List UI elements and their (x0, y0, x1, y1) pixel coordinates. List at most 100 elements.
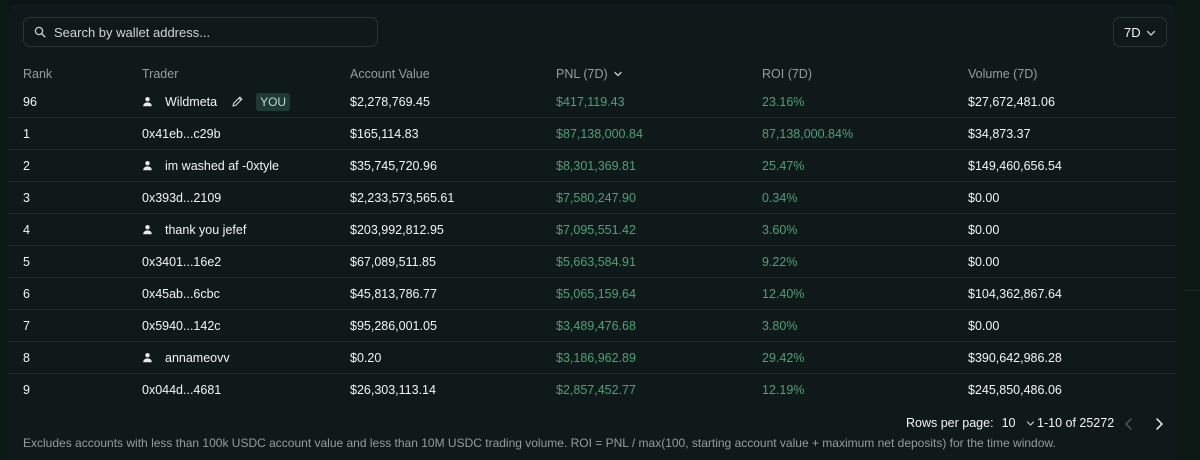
trader-name[interactable]: Wildmeta (165, 94, 218, 109)
column-header-roi[interactable]: ROI (7D) (762, 67, 812, 81)
volume-cell: $390,642,986.28 (968, 350, 1062, 365)
search-box[interactable] (23, 17, 378, 47)
roi-cell: 25.47% (762, 158, 805, 173)
trader-name[interactable]: im washed af -0xtyle (165, 158, 279, 173)
column-header-trader[interactable]: Trader (142, 67, 179, 81)
volume-cell: $104,362,867.64 (968, 286, 1062, 301)
column-header-rank[interactable]: Rank (23, 67, 53, 81)
rows-per-page-select[interactable]: 10 (1001, 416, 1016, 430)
table-row[interactable]: 2 im washed af -0xtyle $35,745,720.96 $8,30… (8, 150, 1176, 182)
table-row[interactable]: 7 0x5940...142c $95,286,001.05 $3,489,476.6… (8, 310, 1176, 342)
account-value-cell: $0.20 (350, 350, 382, 365)
trader-cell: annameovv (142, 342, 230, 373)
table-row[interactable]: 1 0x41eb...c29b $165,114.83 $87,138,000.84 8… (8, 118, 1176, 150)
column-header-pnl[interactable]: PNL (7D) (556, 67, 623, 81)
table-row[interactable]: 9 0x044d...4681 $26,303,113.14 $2,857,452.7… (8, 374, 1176, 406)
volume-cell: $34,873.37 (968, 126, 1031, 141)
rank-cell: 4 (23, 222, 30, 237)
column-header-account-value[interactable]: Account Value (350, 67, 430, 81)
trader-cell: im washed af -0xtyle (142, 150, 279, 181)
user-icon (142, 160, 153, 171)
rank-cell: 8 (23, 350, 30, 365)
pnl-cell: $87,138,000.84 (556, 126, 643, 141)
search-input[interactable] (54, 24, 354, 40)
background-edge (0, 0, 8, 460)
table-row[interactable]: 8 annameovv $0.20 $3,186,962.89 29.42% $390,6… (8, 342, 1176, 374)
trader-cell: 0x41eb...c29b (142, 118, 221, 149)
table-row[interactable]: 3 0x393d...2109 $2,233,573,565.61 $7,580,24… (8, 182, 1176, 214)
pnl-cell: $7,095,551.42 (556, 222, 636, 237)
chevron-down-icon (1146, 30, 1156, 36)
table-header: Rank Trader Account Value PNL (7D) ROI (… (8, 67, 1176, 89)
pnl-cell: $3,489,476.68 (556, 318, 636, 333)
trader-name[interactable]: 0x41eb...c29b (142, 126, 221, 141)
you-badge: YOU (256, 92, 291, 111)
rank-cell: 3 (23, 190, 30, 205)
rank-cell: 2 (23, 158, 30, 173)
volume-cell: $149,460,656.54 (968, 158, 1062, 173)
roi-cell: 3.60% (762, 222, 798, 237)
volume-cell: $0.00 (968, 254, 1000, 269)
pnl-cell: $5,065,159.64 (556, 286, 636, 301)
rank-cell: 9 (23, 382, 30, 397)
trader-cell: Wildmeta YOU (142, 86, 291, 117)
account-value-cell: $67,089,511.85 (350, 254, 436, 269)
rank-cell: 5 (23, 254, 30, 269)
background-edge-right (1176, 0, 1200, 460)
pnl-cell: $2,857,452.77 (556, 382, 636, 397)
roi-cell: 9.22% (762, 254, 798, 269)
trader-cell: thank you jefef (142, 214, 246, 245)
roi-cell: 3.80% (762, 318, 798, 333)
trader-name[interactable]: annameovv (165, 350, 230, 365)
trader-name[interactable]: 0x45ab...6cbc (142, 286, 220, 301)
pnl-cell: $3,186,962.89 (556, 350, 636, 365)
roi-cell: 0.34% (762, 190, 798, 205)
account-value-cell: $45,813,786.77 (350, 286, 437, 301)
pencil-icon[interactable] (231, 95, 244, 108)
volume-cell: $0.00 (968, 222, 1000, 237)
pnl-cell: $8,301,369.81 (556, 158, 636, 173)
roi-cell: 29.42% (762, 350, 805, 365)
volume-cell: $245,850,486.06 (968, 382, 1062, 397)
leaderboard-panel: 7D Rank Trader Account Value PNL (7D) RO… (8, 4, 1176, 460)
chevron-down-icon[interactable] (1025, 418, 1036, 429)
trader-cell: 0x5940...142c (142, 310, 221, 341)
account-value-cell: $203,992,812.95 (350, 222, 444, 237)
account-value-cell: $35,745,720.96 (350, 158, 437, 173)
trader-name[interactable]: 0x5940...142c (142, 318, 221, 333)
trader-cell: 0x45ab...6cbc (142, 278, 220, 309)
pagination-range: 1-10 of 25272 (1037, 416, 1115, 430)
roi-cell: 23.16% (762, 94, 805, 109)
rank-cell: 7 (23, 318, 30, 333)
table-row[interactable]: 5 0x3401...16e2 $67,089,511.85 $5,663,584.9… (8, 246, 1176, 278)
table-body: 96 Wildmeta YOU $2,278,769.45 $417,119.43 23.… (8, 86, 1176, 406)
user-icon (142, 224, 153, 235)
trader-name[interactable]: 0x3401...16e2 (142, 254, 222, 269)
rank-cell: 6 (23, 286, 30, 301)
table-row[interactable]: 6 0x45ab...6cbc $45,813,786.77 $5,065,159.6… (8, 278, 1176, 310)
user-icon (142, 96, 153, 107)
chevron-left-icon[interactable] (1121, 414, 1137, 434)
roi-cell: 12.40% (762, 286, 805, 301)
trader-name[interactable]: 0x393d...2109 (142, 190, 222, 205)
volume-cell: $0.00 (968, 318, 1000, 333)
trader-name[interactable]: thank you jefef (165, 222, 247, 237)
account-value-cell: $2,278,769.45 (350, 94, 430, 109)
table-row[interactable]: 96 Wildmeta YOU $2,278,769.45 $417,119.43 23.… (8, 86, 1176, 118)
table-row[interactable]: 4 thank you jefef $203,992,812.95 $7,095,55… (8, 214, 1176, 246)
pnl-cell: $7,580,247.90 (556, 190, 636, 205)
chevron-right-icon[interactable] (1151, 414, 1167, 434)
roi-cell: 87,138,000.84% (762, 126, 854, 141)
trader-cell: 0x393d...2109 (142, 182, 221, 213)
period-value: 7D (1124, 24, 1141, 40)
pagination-bar: Rows per page: 10 1-10 of 25272 (8, 412, 1176, 436)
roi-cell: 12.19% (762, 382, 805, 397)
rank-cell: 96 (23, 94, 37, 109)
column-header-volume[interactable]: Volume (7D) (968, 67, 1038, 81)
account-value-cell: $2,233,573,565.61 (350, 190, 455, 205)
sort-chevron-down-icon (613, 71, 622, 77)
account-value-cell: $26,303,113.14 (350, 382, 436, 397)
pnl-cell: $417,119.43 (556, 94, 625, 109)
period-select[interactable]: 7D (1113, 17, 1167, 47)
trader-name[interactable]: 0x044d...4681 (142, 382, 222, 397)
